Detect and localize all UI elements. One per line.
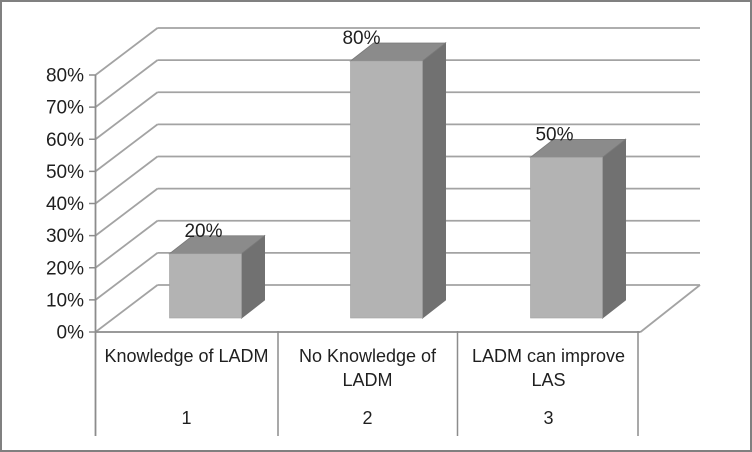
y-axis-label: 0% bbox=[57, 323, 85, 344]
category-cell: No Knowledge of LADM 2 bbox=[277, 332, 458, 436]
gridline-diagonal bbox=[94, 27, 159, 76]
y-axis-label: 30% bbox=[46, 226, 84, 247]
gridline-diagonal bbox=[94, 284, 159, 333]
gridline-diagonal bbox=[94, 220, 159, 269]
bar-front-face bbox=[169, 253, 242, 319]
category-number: 1 bbox=[181, 407, 192, 428]
category-label: LADM can improve LAS bbox=[471, 346, 626, 391]
gridline-diagonal bbox=[94, 155, 159, 205]
data-label: 20% bbox=[184, 221, 222, 242]
bar-side-face bbox=[602, 138, 626, 320]
floor-edge bbox=[639, 284, 701, 333]
category-number: 2 bbox=[362, 407, 373, 428]
gridline-diagonal bbox=[94, 59, 159, 108]
y-axis-label: 20% bbox=[46, 258, 84, 279]
data-label: 50% bbox=[535, 124, 573, 145]
y-axis-label: 70% bbox=[46, 98, 84, 119]
category-cell: LADM can improve LAS 3 bbox=[458, 332, 639, 436]
gridline-diagonal bbox=[94, 252, 159, 301]
y-axis-label: 80% bbox=[46, 66, 84, 87]
category-axis: Knowledge of LADM 1 No Knowledge of LADM 2 L… bbox=[96, 332, 639, 436]
data-label: 80% bbox=[342, 28, 380, 49]
category-label: Knowledge of LADM bbox=[104, 346, 269, 366]
bar-side-face bbox=[422, 41, 446, 320]
bar-front-face bbox=[350, 60, 423, 319]
y-axis-label: 50% bbox=[46, 162, 84, 183]
gridline-diagonal bbox=[94, 123, 159, 173]
category-cell: Knowledge of LADM 1 bbox=[96, 332, 277, 436]
category-label: No Knowledge of LADM bbox=[298, 346, 437, 391]
y-axis-label: 40% bbox=[46, 194, 84, 215]
y-axis-label: 60% bbox=[46, 130, 84, 151]
category-number: 3 bbox=[543, 407, 554, 428]
gridline-diagonal bbox=[94, 91, 159, 140]
bar-front-face bbox=[530, 157, 603, 319]
gridline-diagonal bbox=[94, 187, 159, 237]
y-axis-label: 10% bbox=[46, 290, 84, 311]
